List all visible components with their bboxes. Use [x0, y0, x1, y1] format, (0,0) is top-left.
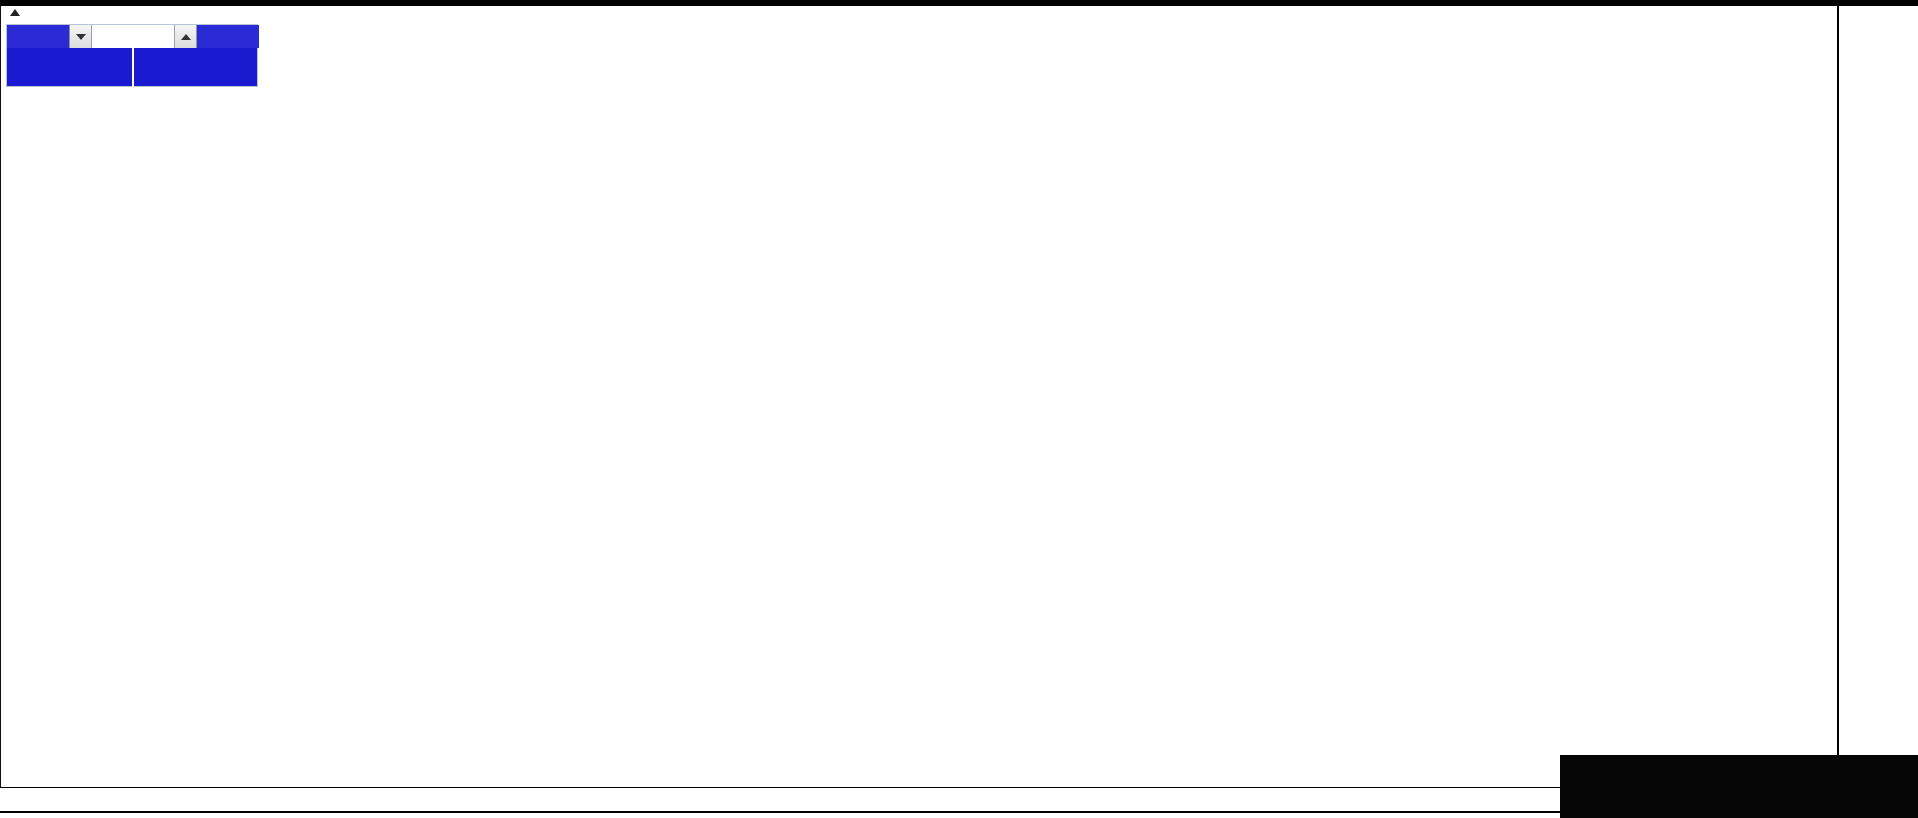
plot-right-border [1837, 6, 1839, 787]
octp-header-row [7, 25, 259, 48]
window-bottom-strip [0, 811, 1918, 813]
buy-button[interactable] [197, 25, 259, 48]
one-click-trading-panel[interactable] [6, 24, 259, 88]
sell-price-quote[interactable] [7, 48, 134, 88]
chevron-up-icon [180, 33, 191, 40]
chart-title-bar [10, 6, 59, 22]
volume-increase-button[interactable] [174, 25, 196, 48]
volume-input[interactable] [92, 25, 174, 48]
site-watermark [1560, 755, 1918, 818]
chart-plot-area[interactable] [0, 6, 1838, 787]
chevron-down-icon [75, 33, 86, 40]
price-axis[interactable] [1839, 6, 1918, 787]
window-top-strip [0, 0, 1918, 6]
sell-button[interactable] [7, 25, 69, 48]
plot-left-border [0, 6, 1, 787]
octp-quote-row [7, 48, 259, 88]
collapse-caret-icon[interactable] [10, 9, 20, 16]
volume-decrease-button[interactable] [70, 25, 92, 48]
volume-stepper[interactable] [69, 25, 197, 48]
candlestick-series [0, 6, 1838, 787]
plot-bottom-border [0, 787, 1838, 788]
